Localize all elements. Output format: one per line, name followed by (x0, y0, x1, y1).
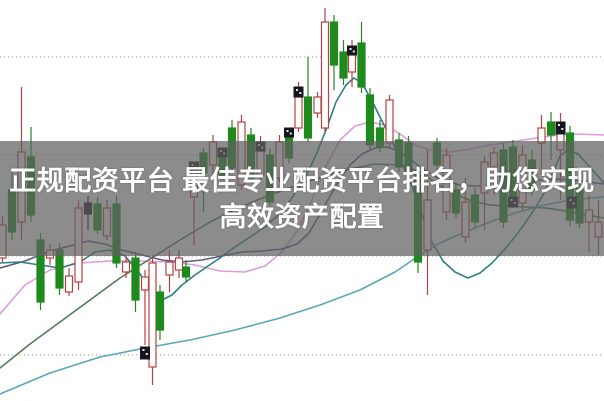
candle (181, 266, 191, 278)
candle (140, 276, 150, 291)
candle (320, 21, 330, 129)
candle (546, 121, 556, 136)
signal-marker (555, 121, 566, 135)
candle (174, 257, 184, 271)
candle (294, 96, 303, 129)
candle (165, 261, 174, 276)
candle (365, 94, 375, 146)
candle (385, 99, 394, 144)
signal-marker (140, 346, 150, 360)
signal-marker (284, 127, 294, 138)
candle (155, 291, 165, 331)
signal-marker (347, 45, 357, 56)
candle (313, 96, 322, 114)
promo-banner: 正规配资平台 最佳专业配资平台排名，助您实现 高效资产配置 (0, 141, 604, 256)
candle (339, 51, 348, 79)
signal-marker (293, 86, 304, 98)
candle (148, 262, 157, 368)
candle (329, 21, 339, 66)
promo-banner-line1: 正规配资平台 最佳专业配资平台排名，助您实现 (9, 165, 595, 196)
candle (121, 261, 131, 273)
candle (357, 42, 366, 88)
candle (347, 54, 357, 73)
candle (131, 257, 140, 301)
candle (303, 96, 313, 139)
candle (64, 275, 74, 293)
promo-banner-line2: 高效资产配置 (219, 201, 385, 232)
